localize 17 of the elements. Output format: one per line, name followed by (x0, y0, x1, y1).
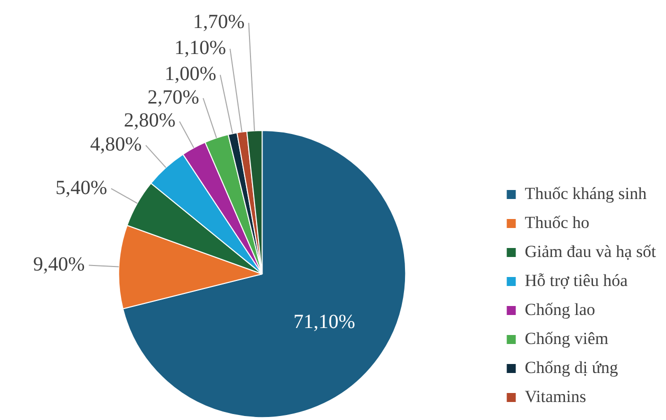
legend-label: Vitamins (524, 386, 586, 406)
data-label: 9,40% (33, 254, 85, 276)
data-label: 2,80% (124, 110, 176, 132)
legend-label: Chống dị ứng (524, 358, 619, 377)
data-label: 1,00% (164, 63, 216, 86)
legend-label: Hỗ trợ tiêu hóa (524, 270, 628, 290)
legend-label: Giảm đau và hạ sốt (524, 242, 656, 261)
legend-label: Chống lao (524, 300, 596, 319)
data-label: 1,10% (174, 37, 226, 60)
legend-label: Chống viêm (524, 328, 608, 348)
legend-label: Thuốc kháng sinh (524, 184, 648, 203)
data-label: 1,70% (193, 11, 245, 34)
legend-label: Thuốc ho (524, 212, 590, 232)
data-label: 71,10% (294, 310, 356, 333)
data-label: 4,80% (90, 134, 142, 156)
data-label: 5,40% (55, 176, 108, 199)
data-label: 2,70% (147, 86, 200, 108)
